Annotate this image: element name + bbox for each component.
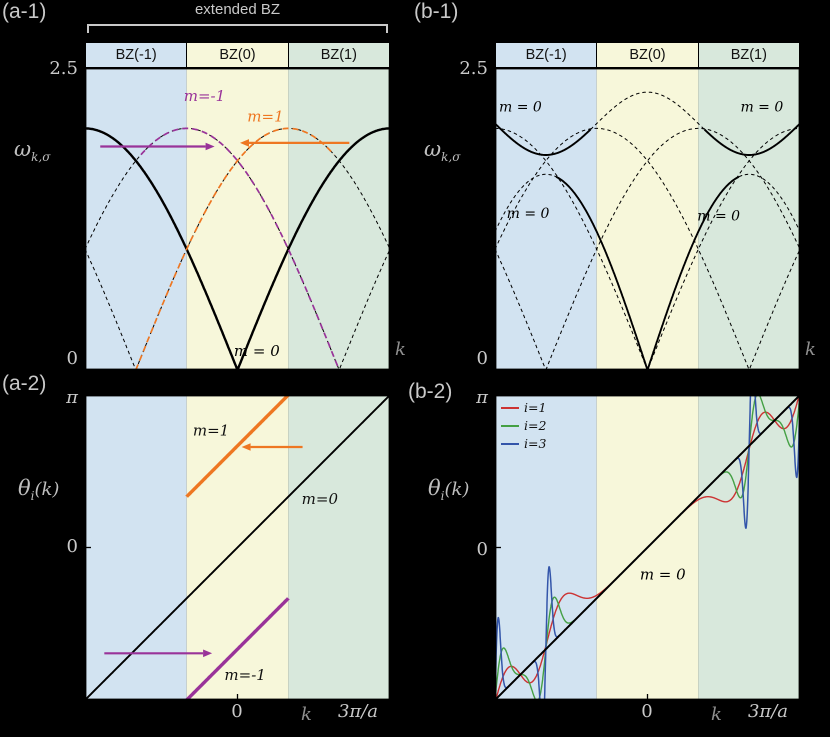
annotation-m=0: m = 0: [507, 206, 550, 222]
bz-header-cell-0: BZ(0): [596, 42, 699, 68]
zone-BZ(1): [698, 68, 800, 370]
legend-item-i2: i=2: [501, 418, 546, 433]
y-tick-0-b1: 0: [476, 348, 488, 369]
y-tick-2p5-a1: 2.5: [49, 58, 78, 79]
x-axis-label-k-a2: k: [301, 704, 312, 725]
annotation-m=1: m=1: [193, 421, 229, 439]
curve-theta-m0-line: [85, 395, 390, 700]
curve-upper-band-solid-left: [495, 122, 592, 156]
zone-BZ(-1): [85, 68, 187, 370]
annotation-m=0: m=0: [302, 490, 339, 508]
bz-header-label: BZ(-1): [525, 47, 567, 63]
legend: i=1 i=2 i=3: [501, 400, 546, 451]
bz-header-cell-plus1: BZ(1): [697, 42, 800, 68]
annotation-m=1: m=1: [247, 108, 283, 126]
legend-item-i3: i=3: [501, 436, 546, 451]
curve-theta-m0-line: [495, 395, 800, 700]
curve-lower-band-dashed-right: [738, 173, 800, 232]
panel-tag-a2: (a-2): [2, 372, 47, 395]
legend-label-i2: i=2: [524, 418, 547, 433]
annotation-m=0: m = 0: [740, 100, 783, 116]
bz-header-label: BZ(-1): [115, 47, 157, 63]
panel-tag-a1: (a-1): [2, 0, 47, 23]
x-axis-label-k-b1: k: [805, 339, 816, 360]
x-tick-0-b2: 0: [641, 701, 653, 722]
plot-border: [495, 68, 800, 370]
annotation-m=-1: m=-1: [184, 87, 225, 105]
zone-BZ(-1): [495, 68, 597, 370]
shift-arrow-head: [205, 142, 215, 151]
curve-theta-m1-orange: [185, 395, 290, 499]
curve-upper-band-solid-right: [703, 122, 800, 156]
shift-arrow-head: [203, 649, 213, 658]
y-tick-pi-b2: π: [476, 387, 488, 408]
legend-label-i1: i=1: [524, 400, 547, 415]
extended-bz-label: extended BZ: [194, 1, 281, 18]
extended-bz-line: [87, 24, 388, 26]
x-tick-0-a2: 0: [231, 701, 243, 722]
bz-header-label: BZ(1): [320, 47, 357, 63]
curve-lower-band-dashed-left: [495, 173, 557, 232]
plot-panel-a1: m=-1 m=1 m = 0: [85, 68, 390, 370]
bz-header-cell-minus1: BZ(-1): [85, 42, 188, 68]
curve-lower-band-solid-center: [555, 175, 740, 370]
curve-theta-m-neg1-purple: [185, 596, 290, 700]
annotation-m=0: m = 0: [234, 342, 280, 360]
plot-panel-a2: m=1 m=0 m=-1: [85, 395, 390, 700]
panel-tag-b1: (b-1): [414, 0, 459, 23]
y-tick-0-a1: 0: [66, 348, 78, 369]
panel-tag-b2: (b-2): [408, 380, 453, 403]
x-tick-3pia-a2: 3π/a: [337, 701, 379, 722]
extended-bz-tick-left: [87, 24, 89, 33]
y-axis-label-b2: θi(k): [428, 476, 470, 504]
annotation-m=0: m = 0: [697, 208, 740, 224]
bz-header-strip-a: BZ(-1) BZ(0) BZ(1): [85, 42, 390, 68]
bz-header-strip-b: BZ(-1) BZ(0) BZ(1): [495, 42, 800, 68]
x-axis-label-k-b2: k: [711, 704, 722, 725]
zone-BZ(1): [288, 68, 390, 370]
legend-item-i1: i=1: [501, 400, 546, 415]
curve-branch-m-neg1-purple: [140, 127, 340, 370]
annotation-m=-1: m=-1: [224, 666, 265, 684]
annotation-m=0: m = 0: [640, 565, 686, 583]
extended-bz-tick-right: [386, 24, 388, 33]
y-tick-0-a2: 0: [66, 536, 78, 557]
bz-header-cell-plus1: BZ(1): [287, 42, 390, 68]
bz-header-label: BZ(0): [219, 47, 256, 63]
shift-arrow-head: [241, 443, 251, 451]
y-tick-2p5-b1: 2.5: [459, 58, 488, 79]
zone-BZ(1): [288, 395, 390, 700]
x-tick-3pia-b2: 3π/a: [747, 701, 789, 722]
zone-BZ(0): [186, 68, 289, 370]
zone-BZ(0): [596, 68, 699, 370]
plot-panel-b2: m = 0: [495, 395, 800, 700]
legend-label-i3: i=3: [524, 436, 547, 451]
shift-arrow-head: [240, 139, 249, 147]
extended-bz-bracket: extended BZ: [85, 0, 390, 40]
bz-header-cell-minus1: BZ(-1): [495, 42, 598, 68]
bz-header-label: BZ(1): [730, 47, 767, 63]
legend-swatch-i1: [501, 406, 519, 409]
plot-panel-b1: m = 0 m = 0 m = 0 m = 0: [495, 68, 800, 370]
x-axis-label-k-a1: k: [395, 339, 406, 360]
curve-upper-band-dashed-center: [590, 91, 705, 130]
y-axis-label-b1: ωk,σ: [424, 137, 461, 165]
plot-border: [85, 68, 390, 370]
y-tick-0-b2: 0: [476, 539, 488, 560]
y-axis-label-a2: θi(k): [18, 476, 60, 504]
legend-swatch-i2: [501, 424, 519, 427]
bz-header-cell-0: BZ(0): [186, 42, 289, 68]
legend-swatch-i3: [501, 442, 519, 445]
annotation-m=0: m = 0: [499, 100, 542, 116]
y-tick-pi-a2: π: [66, 387, 78, 408]
bz-header-label: BZ(0): [629, 47, 666, 63]
y-axis-label-a1: ωk,σ: [14, 137, 51, 165]
